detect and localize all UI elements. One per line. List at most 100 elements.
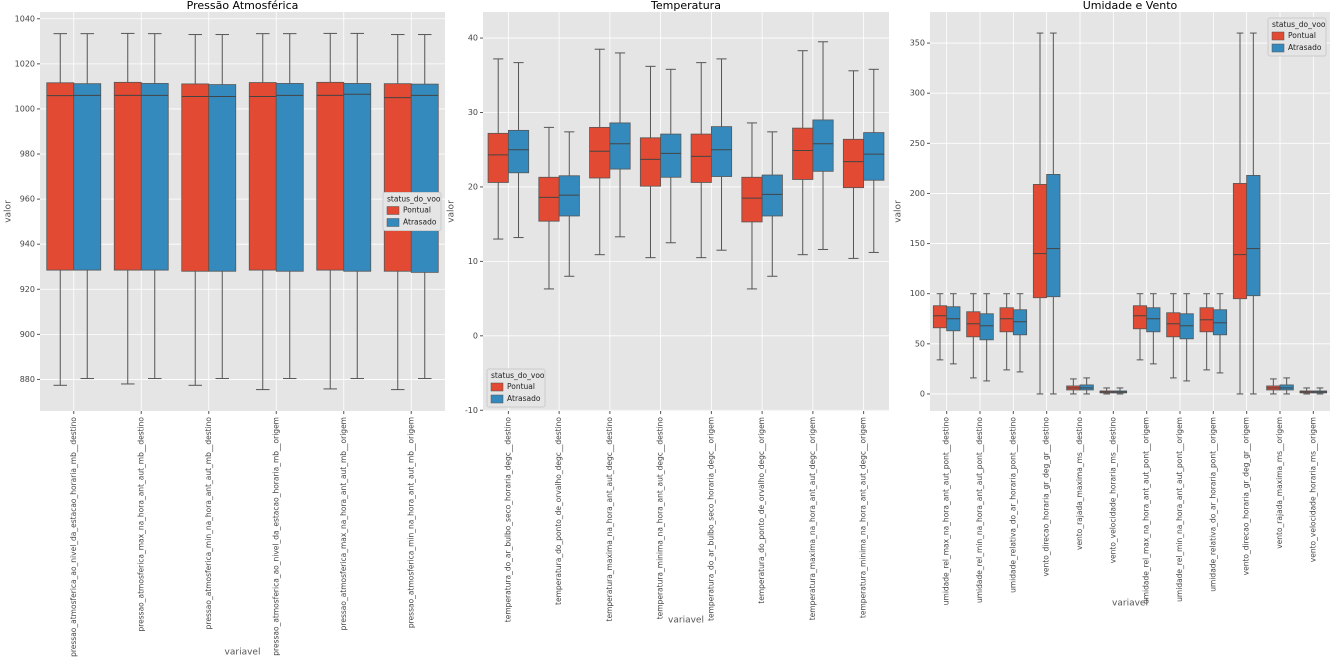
chart-title: Umidade e Vento	[1083, 0, 1178, 12]
y-tick-label: 980	[20, 150, 35, 159]
x-axis-label: variavel	[668, 616, 704, 626]
x-tick-label: pressao_atmosferica_min_na_hora_ant_aut_…	[406, 417, 415, 628]
box	[812, 119, 834, 172]
box	[1279, 384, 1294, 391]
legend-title: status_do_voo	[491, 371, 545, 380]
legend-swatch	[1271, 43, 1285, 53]
panel: -10 0 10 20 30 40 temperatura_do_ar_bulbo_seco…	[447, 0, 889, 626]
box	[140, 83, 169, 271]
x-tick-label: temperatura_maxima_na_hora_ant_aut_degc_…	[808, 417, 817, 620]
x-tick-label: temperatura_do_ar_bulbo_seco_horaria_deg…	[706, 417, 715, 621]
legend: status_do_voo Pontual Atrasado	[382, 192, 442, 231]
x-tick-label: pressao_atmosferica_ao_nivel_da_estacao_…	[271, 417, 280, 656]
y-tick-label: 920	[20, 285, 35, 294]
y-axis-label: valor	[894, 200, 904, 223]
box	[275, 83, 304, 272]
box	[73, 83, 102, 271]
box	[710, 126, 733, 177]
box	[741, 176, 763, 223]
legend-swatch	[386, 218, 400, 227]
y-tick-label: 960	[20, 195, 35, 204]
x-tick-label: umidade_rel_max_na_hora_ant_aut_pont__de…	[942, 417, 951, 606]
y-tick-label: 940	[20, 240, 35, 249]
box	[1146, 307, 1161, 333]
panel: 880 900 920 940 960 980 1000 1020 1040 pressao_at…	[4, 0, 445, 658]
y-axis-label: valor	[447, 200, 457, 223]
y-tick-label: 900	[20, 330, 35, 339]
box	[589, 126, 611, 179]
y-tick-label: 20	[468, 182, 478, 191]
x-tick-label: pressao_atmosferica_max_na_hora_ant_aut_…	[339, 417, 348, 630]
x-tick-label: temperatura_minima_na_hora_ant_aut_degc_…	[859, 417, 868, 618]
y-tick-label: 30	[468, 108, 478, 117]
box	[343, 83, 372, 272]
box	[248, 82, 277, 271]
x-tick-label: temperatura_do_ar_bulbo_seco_horaria_deg…	[503, 417, 512, 623]
x-tick-label: umidade_rel_min_na_hora_ant_aut_pont__de…	[975, 417, 984, 603]
x-tick-label: vento_velocidade_horaria_ms__destino	[1108, 417, 1117, 564]
y-axis-label: valor	[4, 200, 14, 223]
x-tick-label: temperatura_maxima_na_hora_ant_aut_degc_…	[605, 417, 614, 622]
legend-title: status_do_voo	[1272, 20, 1326, 29]
box	[609, 122, 631, 170]
x-tick-label: pressao_atmosferica_max_na_hora_ant_aut_…	[136, 417, 145, 632]
x-tick-label: vento_velocidade_horaria_ms__origem	[1308, 417, 1317, 562]
legend-swatch	[1271, 31, 1285, 41]
x-tick-label: vento_rajada_maxima_ms__origem	[1275, 417, 1284, 549]
plot-background	[930, 12, 1330, 411]
box	[538, 176, 560, 222]
legend: status_do_voo Pontual Atrasado	[486, 368, 546, 408]
box	[690, 133, 712, 183]
box	[979, 313, 994, 341]
y-tick-label: 50	[915, 339, 925, 348]
box	[660, 133, 682, 178]
x-tick-label: pressao_atmosferica_min_na_hora_ant_aut_…	[204, 417, 213, 630]
x-tick-label: umidade_rel_min_na_hora_ant_aut_pont__or…	[1175, 417, 1184, 602]
y-tick-label: 1000	[15, 104, 35, 113]
legend: status_do_voo Pontual Atrasado	[1267, 17, 1327, 57]
box	[316, 81, 345, 271]
y-tick-label: 200	[910, 189, 925, 198]
box	[1212, 309, 1228, 336]
box	[1246, 175, 1261, 297]
x-tick-label: vento_rajada_maxima_ms__destino	[1075, 417, 1084, 550]
y-tick-label: 880	[20, 375, 35, 384]
box	[558, 175, 580, 217]
chart-title: Pressão Atmosférica	[187, 0, 299, 12]
x-tick-label: pressao_atmosferica_ao_nivel_da_estacao_…	[69, 417, 78, 657]
box	[46, 82, 75, 271]
legend-label: Atrasado	[507, 394, 541, 403]
box	[1032, 184, 1048, 299]
box	[1179, 313, 1194, 340]
legend-label: Atrasado	[403, 218, 437, 227]
box	[999, 307, 1014, 333]
x-axis-label: variavel	[225, 648, 261, 658]
y-tick-label: 1040	[15, 14, 35, 23]
box	[842, 138, 865, 189]
x-tick-label: umidade_rel_max_na_hora_ant_aut_pont__or…	[1142, 417, 1151, 604]
x-tick-label: umidade_relativa_do_ar_horaria_pont__ori…	[1208, 417, 1217, 592]
y-tick-label: -10	[465, 406, 478, 415]
box	[1132, 305, 1148, 330]
y-tick-label: 250	[910, 139, 925, 148]
box	[383, 83, 412, 272]
legend-label: Pontual	[1288, 31, 1316, 40]
box	[487, 132, 509, 183]
y-tick-label: 0	[920, 389, 925, 398]
y-tick-label: 10	[468, 257, 478, 266]
box	[410, 83, 439, 273]
box	[1232, 183, 1248, 300]
y-tick-label: 100	[910, 289, 925, 298]
y-tick-label: 0	[473, 331, 478, 340]
box	[1079, 384, 1094, 391]
box	[113, 81, 142, 271]
y-tick-label: 40	[468, 34, 478, 43]
box	[507, 129, 530, 174]
box	[1166, 312, 1181, 338]
box	[1046, 174, 1061, 298]
x-tick-label: umidade_relativa_do_ar_horaria_pont__des…	[1008, 417, 1017, 593]
box	[208, 84, 237, 272]
plot-background	[40, 12, 445, 411]
chart-title: Temperatura	[650, 0, 721, 12]
